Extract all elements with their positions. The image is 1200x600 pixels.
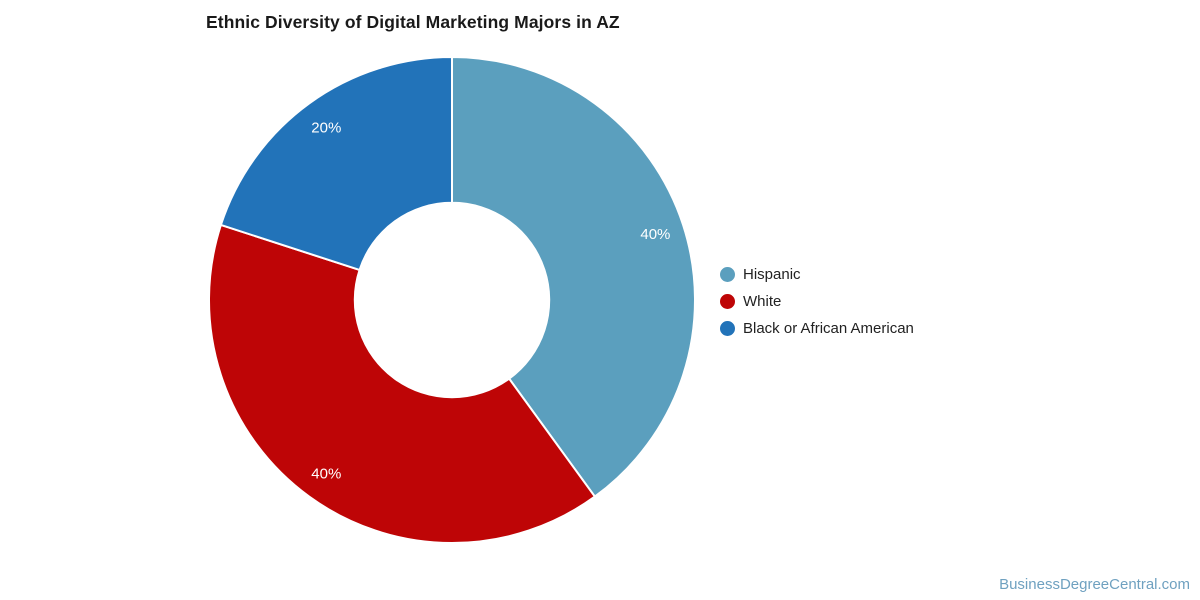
legend-label: Black or African American: [743, 320, 914, 337]
legend-item: Black or African American: [720, 315, 914, 342]
legend-label: Hispanic: [743, 266, 801, 283]
slice-label: 40%: [640, 226, 670, 243]
chart-title: Ethnic Diversity of Digital Marketing Ma…: [206, 12, 620, 32]
legend-label: White: [743, 293, 782, 310]
chart-legend: Hispanic White Black or African American: [720, 261, 914, 342]
slice-label: 20%: [311, 119, 341, 136]
legend-item: White: [720, 288, 914, 315]
legend-swatch-icon: [720, 321, 735, 336]
pie-slice-hispanic: [451, 56, 696, 498]
watermark-link[interactable]: BusinessDegreeCentral.com: [999, 576, 1190, 593]
legend-swatch-icon: [720, 294, 735, 309]
legend-swatch-icon: [720, 267, 735, 282]
pie-slice-black-or-african-american: [219, 56, 453, 271]
pie-slice-white: [207, 223, 596, 544]
legend-item: Hispanic: [720, 261, 914, 288]
slice-label: 40%: [311, 465, 341, 482]
